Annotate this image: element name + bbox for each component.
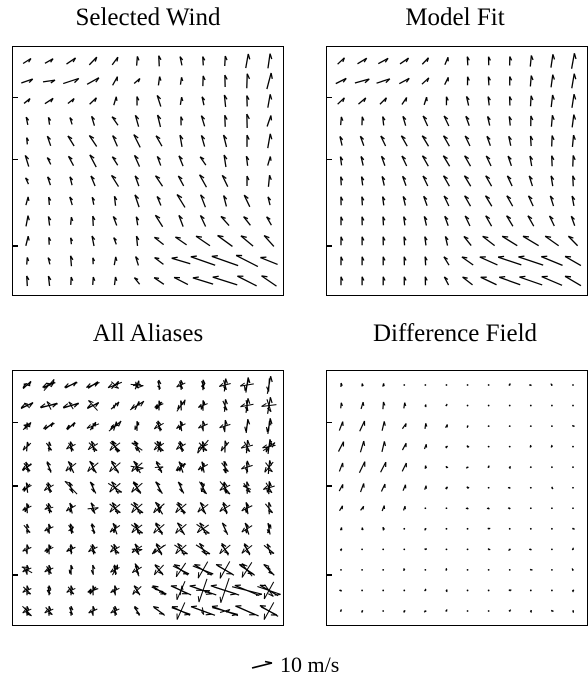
- all-aliases-panel: [12, 370, 284, 626]
- difference-field-vector-field: [337, 382, 575, 613]
- scale-legend-label: 10 m/s: [280, 652, 340, 677]
- selected-wind-vector-field: [21, 53, 278, 287]
- panel-title-all-aliases: All Aliases: [92, 320, 204, 347]
- scale-legend: 10 m/s: [250, 652, 450, 682]
- axis-tick: [13, 574, 18, 576]
- axis-tick: [13, 245, 18, 247]
- axis-tick: [13, 96, 18, 99]
- panel-title-selected-wind: Selected Wind: [75, 4, 221, 31]
- axis-tick: [327, 574, 332, 576]
- selected-wind-panel: [12, 46, 284, 296]
- panel-title-model-fit: Model Fit: [405, 4, 505, 31]
- axis-tick: [327, 96, 332, 99]
- axis-tick: [327, 245, 332, 247]
- model-fit-panel: [326, 46, 588, 296]
- axis-tick: [13, 485, 18, 487]
- model-fit-vector-field: [335, 53, 582, 287]
- axis-tick: [327, 421, 332, 424]
- all-aliases-vector-field: [20, 376, 281, 620]
- panel-title-difference-field: Difference Field: [372, 320, 538, 347]
- axis-tick: [13, 158, 18, 161]
- reference-arrow-icon: [251, 660, 273, 669]
- axis-tick: [13, 421, 18, 424]
- difference-field-panel: [326, 370, 588, 626]
- axis-tick: [327, 158, 332, 161]
- axis-tick: [327, 485, 332, 487]
